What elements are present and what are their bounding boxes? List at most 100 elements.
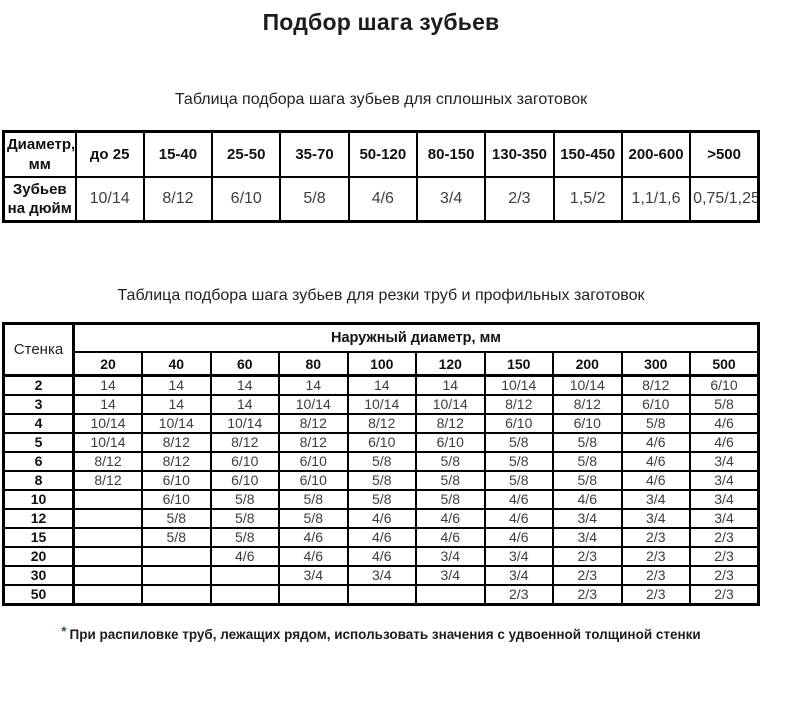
table-row: 4 10/14 10/14 10/14 8/12 8/12 8/12 6/10 6/10 5/8 4… — [2, 413, 760, 434]
tube-stock-table: Стенка Наружный диаметр, мм 20 40 60 80 100 1… — [2, 322, 760, 606]
tpi-value-cell: 10/14 — [278, 394, 349, 415]
tpi-value-cell: 4/6 — [552, 489, 623, 510]
tpi-value-cell: 8/12 — [142, 176, 214, 223]
wall-thickness-cell: 5 — [2, 432, 75, 453]
tpi-value-cell: 4/6 — [415, 508, 486, 529]
tpi-value-cell: 5/8 — [552, 432, 623, 453]
tpi-value-cell: 8/12 — [483, 394, 554, 415]
wall-thickness-cell: 4 — [2, 413, 75, 434]
tpi-value-cell: 2/3 — [620, 584, 691, 606]
tpi-value-cell: 4/6 — [415, 527, 486, 548]
wall-label: Стенка — [2, 322, 75, 377]
tpi-value-cell: 5/8 — [141, 508, 212, 529]
tpi-value-cell: 4/6 — [278, 527, 349, 548]
tpi-value-cell — [141, 584, 212, 606]
outer-diameter-header: 120 — [415, 351, 486, 377]
tpi-value-cell: 5/8 — [415, 451, 486, 472]
wall-thickness-cell: 2 — [2, 374, 75, 396]
tpi-value-cell: 4/6 — [347, 176, 418, 223]
tpi-value-cell: 5/8 — [346, 489, 417, 510]
tpi-value-cell — [141, 565, 212, 586]
tpi-value-cell: 10/14 — [72, 432, 143, 453]
outer-diameter-header: 40 — [141, 351, 212, 377]
tpi-value-cell: 4/6 — [278, 546, 349, 567]
tpi-value-cell — [278, 584, 349, 606]
tpi-value-cell: 3/4 — [689, 451, 760, 472]
tpi-value-cell: 10/14 — [141, 413, 212, 434]
tpi-value-cell: 5/8 — [620, 413, 691, 434]
tpi-value-cell: 14 — [72, 394, 143, 415]
wall-thickness-cell: 3 — [2, 394, 75, 415]
outer-diameter-header: 300 — [620, 351, 691, 377]
tpi-value-cell: 2/3 — [689, 565, 760, 586]
tpi-value-cell: 5/8 — [209, 489, 280, 510]
tpi-value-cell: 8/12 — [141, 432, 212, 453]
diameter-range-header: >500 — [689, 130, 760, 178]
tpi-value-cell: 6/10 — [415, 432, 486, 453]
tpi-value-cell: 3/4 — [415, 176, 487, 223]
tpi-value-cell: 8/12 — [552, 394, 623, 415]
tpi-value-cell: 6/10 — [209, 470, 280, 491]
tube-table-body: 2 14 14 14 14 14 14 10/14 10/14 8/12 6/10 3 14 14 14 10… — [2, 374, 760, 606]
tpi-value-cell: 14 — [415, 374, 486, 396]
tpi-value-cell: 2/3 — [552, 584, 623, 606]
tpi-value-cell: 5/8 — [483, 451, 554, 472]
tpi-value-cell: 14 — [209, 374, 280, 396]
tpi-value-cell: 5/8 — [278, 489, 349, 510]
solid-table-values-row: Зубьев на дюйм 10/14 8/12 6/10 5/8 4/6 3/4 2/3… — [2, 176, 760, 223]
page: Подбор шага зубьев Таблица подбора шага … — [2, 9, 760, 642]
tpi-value-cell — [72, 584, 143, 606]
diameter-range-header: 80-150 — [415, 130, 487, 178]
tpi-value-cell: 10/14 — [72, 413, 143, 434]
tpi-value-cell: 5/8 — [552, 470, 623, 491]
tpi-value-cell: 3/4 — [278, 565, 349, 586]
tpi-value-cell: 4/6 — [483, 489, 554, 510]
tpi-value-cell: 14 — [278, 374, 349, 396]
tpi-value-cell — [346, 584, 417, 606]
tpi-value-cell: 14 — [72, 374, 143, 396]
tpi-value-cell: 8/12 — [346, 413, 417, 434]
tpi-value-cell: 3/4 — [620, 489, 691, 510]
tpi-value-cell: 5/8 — [346, 470, 417, 491]
diameter-range-header: до 25 — [74, 130, 145, 178]
tpi-value-cell: 4/6 — [346, 527, 417, 548]
table-row: 20 4/6 4/6 4/6 3/4 3/4 2/3 2/3 2/3 — [2, 546, 760, 567]
diameter-range-header: 25-50 — [211, 130, 282, 178]
tpi-value-cell: 5/8 — [278, 508, 349, 529]
tpi-value-cell: 8/12 — [278, 432, 349, 453]
tpi-value-cell: 6/10 — [346, 432, 417, 453]
tpi-value-cell: 1,5/2 — [552, 176, 623, 223]
table-row: 30 3/4 3/4 3/4 3/4 2/3 2/3 2/3 — [2, 565, 760, 586]
tpi-value-cell: 4/6 — [620, 432, 691, 453]
tpi-value-cell: 14 — [141, 394, 212, 415]
solid-table-caption: Таблица подбора шага зубьев для сплошных… — [174, 91, 588, 108]
tpi-value-cell: 4/6 — [346, 546, 417, 567]
tpi-value-cell: 10/14 — [552, 374, 623, 396]
tpi-value-cell: 4/6 — [689, 432, 760, 453]
tpi-value-cell: 2/3 — [620, 546, 691, 567]
wall-thickness-cell: 10 — [2, 489, 75, 510]
tpi-value-cell: 8/12 — [278, 413, 349, 434]
tpi-value-cell: 8/12 — [415, 413, 486, 434]
tpi-value-cell: 4/6 — [483, 508, 554, 529]
tpi-value-cell: 6/10 — [141, 470, 212, 491]
tpi-value-cell: 4/6 — [620, 451, 691, 472]
tpi-value-cell: 3/4 — [483, 565, 554, 586]
tpi-value-cell: 14 — [209, 394, 280, 415]
tube-table-caption: Таблица подбора шага зубьев для резки тр… — [117, 287, 645, 304]
footnote-text: При распиловке труб, лежащих рядом, испо… — [69, 627, 701, 642]
tpi-value-cell: 3/4 — [689, 489, 760, 510]
diameter-range-header: 130-350 — [484, 130, 555, 178]
diameter-range-header: 150-450 — [552, 130, 623, 178]
teeth-per-inch-label: Зубьев на дюйм — [2, 176, 77, 223]
wall-thickness-cell: 50 — [2, 584, 75, 606]
wall-thickness-cell: 8 — [2, 470, 75, 491]
wall-thickness-cell: 12 — [2, 508, 75, 529]
tpi-value-cell: 1,1/1,6 — [620, 176, 692, 223]
outer-diameter-header: 60 — [209, 351, 280, 377]
tpi-value-cell — [72, 565, 143, 586]
diameter-range-header: 35-70 — [279, 130, 350, 178]
tpi-value-cell — [72, 508, 143, 529]
diameter-range-header: 50-120 — [347, 130, 418, 178]
outer-diameter-group-header: Наружный диаметр, мм — [72, 322, 760, 353]
